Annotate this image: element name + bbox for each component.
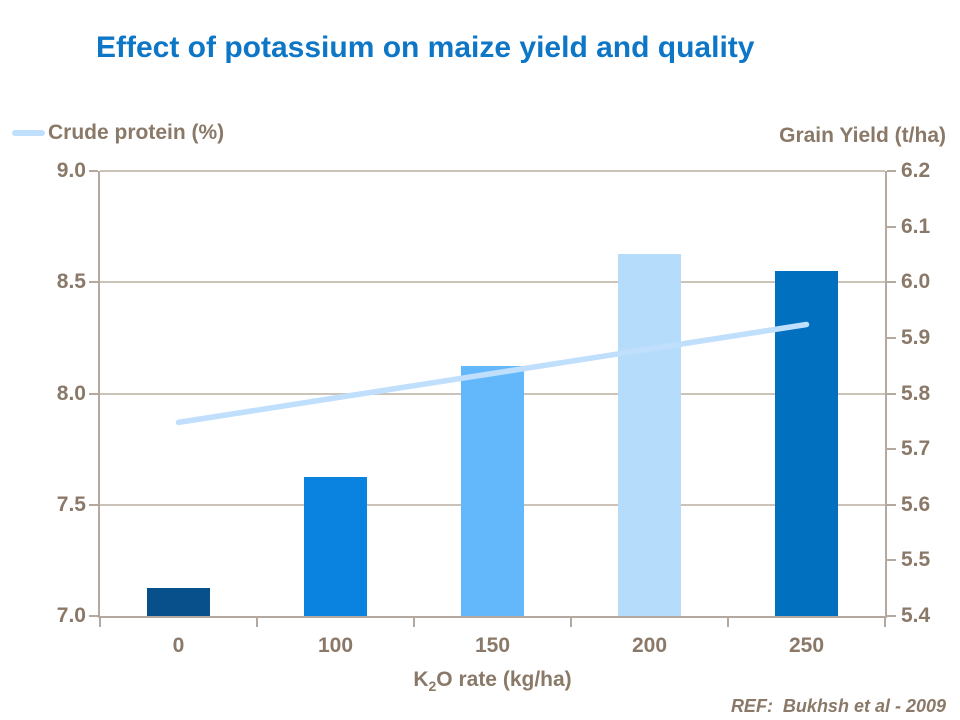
right-axis-tick-label: 5.8 [901, 381, 931, 405]
right-axis-tick-label: 5.9 [901, 325, 931, 349]
gridline [100, 170, 885, 172]
right-tick-mark [887, 336, 896, 339]
left-axis-labels: 9.0 8.5 8.0 7.5 7.0 [0, 159, 86, 627]
right-tick-mark [887, 225, 896, 228]
left-axis-line [98, 171, 100, 618]
grain-yield-bar-100 [304, 476, 367, 616]
bottom-tick-mark [99, 618, 101, 627]
left-axis-tick-label: 8.5 [56, 270, 86, 294]
left-tick-mark [89, 281, 98, 284]
x-axis-labels: 0 100 150 200 250 [100, 634, 885, 660]
grain-yield-bar-0 [147, 588, 210, 616]
right-axis-title: Grain Yield (t/ha) [779, 124, 946, 147]
left-axis-tick-label: 7.5 [56, 492, 86, 516]
left-tick-mark [89, 170, 98, 172]
x-axis-title-prefix: K [413, 668, 429, 691]
x-axis-tick-label: 0 [172, 634, 185, 657]
right-axis-labels: 6.2 6.1 6.0 5.9 5.8 5.7 5.6 5.5 5.4 [901, 159, 960, 627]
reference-citation: REF: Bukhsh et al - 2009 [730, 696, 946, 716]
left-axis-tick-label: 7.0 [56, 604, 86, 627]
left-tick-mark [89, 392, 98, 395]
legend-row: Crude protein (%) Grain Yield (t/ha) [0, 118, 960, 154]
x-axis-tick-label: 150 [474, 634, 511, 657]
gridline [100, 281, 885, 284]
right-tick-mark [887, 559, 896, 562]
left-axis-tick-label: 8.0 [56, 381, 86, 405]
chart-title: Effect of potassium on maize yield and q… [96, 31, 755, 64]
left-axis-tick-label: 9.0 [56, 159, 86, 182]
x-axis-tick-label: 200 [631, 634, 668, 657]
right-tick-mark [887, 392, 896, 395]
bottom-tick-mark [570, 618, 572, 627]
plot-area [89, 170, 896, 627]
right-axis-tick-label: 5.6 [901, 492, 931, 516]
bottom-tick-mark [256, 618, 258, 627]
right-axis-line [885, 171, 887, 618]
right-axis-tick-label: 5.5 [901, 548, 931, 572]
bottom-tick-mark [413, 618, 415, 627]
right-axis-tick-label: 5.4 [901, 604, 931, 627]
right-axis-tick-label: 6.2 [901, 159, 931, 182]
x-axis-tick-label: 250 [788, 634, 825, 657]
legend-crude-protein: Crude protein (%) [12, 121, 224, 145]
left-tick-mark [89, 503, 98, 506]
line-series-label: Crude protein (%) [48, 121, 225, 144]
x-axis-tick-label: 100 [317, 634, 354, 657]
right-axis-tick-label: 6.1 [901, 214, 931, 238]
line-series-swatch [12, 130, 45, 136]
bottom-tick-mark [727, 618, 729, 627]
x-axis-title: K2O rate (kg/ha) [100, 668, 885, 694]
bottom-axis-line [98, 616, 887, 618]
crude-protein-line [175, 321, 810, 426]
right-tick-mark [887, 448, 896, 451]
right-tick-mark [887, 503, 896, 506]
right-tick-mark [887, 281, 896, 284]
bottom-tick-mark [884, 618, 886, 627]
x-axis-title-rest: O rate (kg/ha) [436, 668, 572, 691]
left-tick-mark [89, 615, 98, 617]
right-tick-mark [887, 615, 896, 617]
right-tick-mark [887, 170, 896, 172]
right-axis-tick-label: 6.0 [901, 270, 931, 294]
x-axis-title-subscript: 2 [428, 678, 437, 694]
grain-yield-bar-150 [461, 365, 524, 616]
grain-yield-bar-200 [618, 254, 681, 616]
right-axis-tick-label: 5.7 [901, 437, 931, 461]
